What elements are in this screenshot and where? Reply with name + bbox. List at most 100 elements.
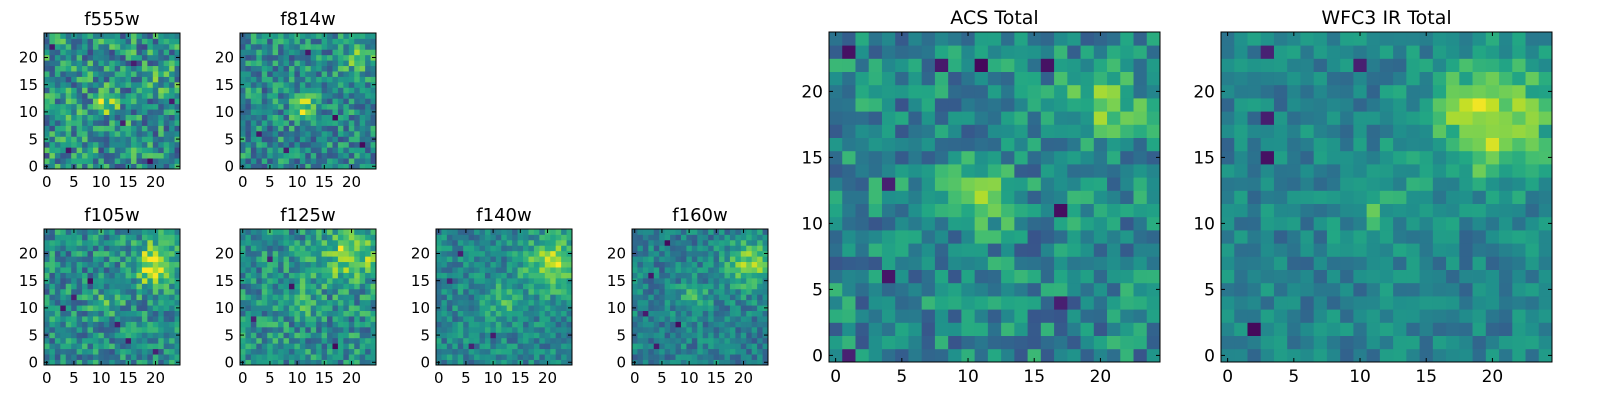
heatmap-cell [484,250,491,257]
heatmap-cell [653,245,660,252]
heatmap-cell [908,296,923,310]
heatmap-cell [49,125,56,132]
heatmap-cell [92,98,99,105]
heatmap-cell [474,277,480,284]
heatmap-cell [348,158,355,164]
heatmap-cell [44,348,50,355]
heatmap-cell [114,33,121,39]
heatmap-cell [283,54,290,61]
heatmap-cell [1300,309,1315,323]
heatmap-cell [664,299,671,306]
heatmap-cell [245,76,252,83]
heatmap-cell [278,305,284,311]
heatmap-cell [114,125,121,132]
heatmap-cell [305,359,312,366]
heatmap-cell [332,332,339,339]
heatmap-cell [550,332,557,339]
heatmap-cell [60,136,67,143]
heatmap-cell [829,71,843,86]
heatmap-cell [1287,322,1301,336]
heatmap-cell [501,239,508,246]
heatmap-cell [1499,256,1513,270]
heatmap-cell [895,296,909,310]
heatmap-cell [82,81,88,88]
heatmap-cell [109,283,116,290]
heatmap-cell [92,76,99,83]
heatmap-cell [343,250,350,257]
heatmap-cell [60,316,67,322]
heatmap-cell [272,348,279,355]
heatmap-cell [245,288,252,295]
heatmap-cell [348,337,355,344]
heatmap-cell [321,120,328,126]
heatmap-cell [474,256,480,263]
heatmap-cell [272,272,279,279]
heatmap-cell [539,288,546,295]
heatmap-cell [452,299,459,306]
heatmap-cell [316,310,322,317]
heatmap-cell [1485,296,1500,310]
heatmap-cell [757,234,763,241]
heatmap-cell [240,103,246,110]
heatmap-cell [468,316,475,322]
x-tick-label: 10 [92,173,111,191]
heatmap-cell [468,250,475,257]
heatmap-cell [131,294,137,301]
heatmap-cell [1472,177,1487,191]
heatmap-cell [1247,322,1262,336]
heatmap-cell [174,120,181,126]
heatmap-cell [539,305,546,311]
heatmap-cell [757,332,763,339]
heatmap-cell [250,337,257,344]
heatmap-cell [868,348,883,363]
heatmap-cell [555,239,562,246]
heatmap-cell [141,43,148,50]
heatmap-cell [114,141,121,148]
heatmap-cell [528,321,535,328]
heatmap-cell [87,92,94,99]
heatmap-cell [1120,111,1134,125]
heatmap-cell [120,239,126,246]
heatmap-cell [76,120,83,126]
panel-title: f140w [476,205,531,226]
heatmap-cell [103,109,110,115]
heatmap-cell [348,81,355,88]
heatmap-cell [729,272,736,279]
heatmap-cell [495,229,502,235]
heatmap-cell [702,332,709,339]
heatmap-cell [506,337,513,344]
heatmap-cell [921,216,936,231]
heatmap-cell [316,38,322,45]
heatmap-cell [294,332,301,339]
heatmap-cell [163,288,170,295]
heatmap-cell [566,321,573,328]
heatmap-cell [1472,216,1487,231]
heatmap-cell [321,305,328,311]
heatmap-cell [463,288,470,295]
heatmap-cell [261,158,268,164]
heatmap-cell [1393,269,1407,284]
heatmap-cell [566,234,573,241]
heatmap-cell [1287,203,1301,218]
heatmap-cell [240,245,246,252]
heatmap-cell [365,103,371,110]
heatmap-cell [54,277,61,284]
heatmap-cell [708,359,714,366]
heatmap-cell [87,141,94,148]
heatmap-cell [141,81,148,88]
heatmap-cell [87,305,94,311]
heatmap-cell [1120,137,1134,152]
heatmap-cell [746,332,753,339]
heatmap-cell [98,332,105,339]
heatmap-cell [528,332,535,339]
heatmap-cell [1406,309,1420,323]
heatmap-cell [642,326,649,333]
heatmap-cell [44,256,50,263]
heatmap-cell [310,76,317,83]
heatmap-cell [272,261,279,268]
heatmap-cell [131,92,137,99]
x-tick-label: 20 [342,173,361,191]
heatmap-cell [158,136,165,143]
heatmap-cell [321,277,328,284]
heatmap-cell [686,310,693,317]
